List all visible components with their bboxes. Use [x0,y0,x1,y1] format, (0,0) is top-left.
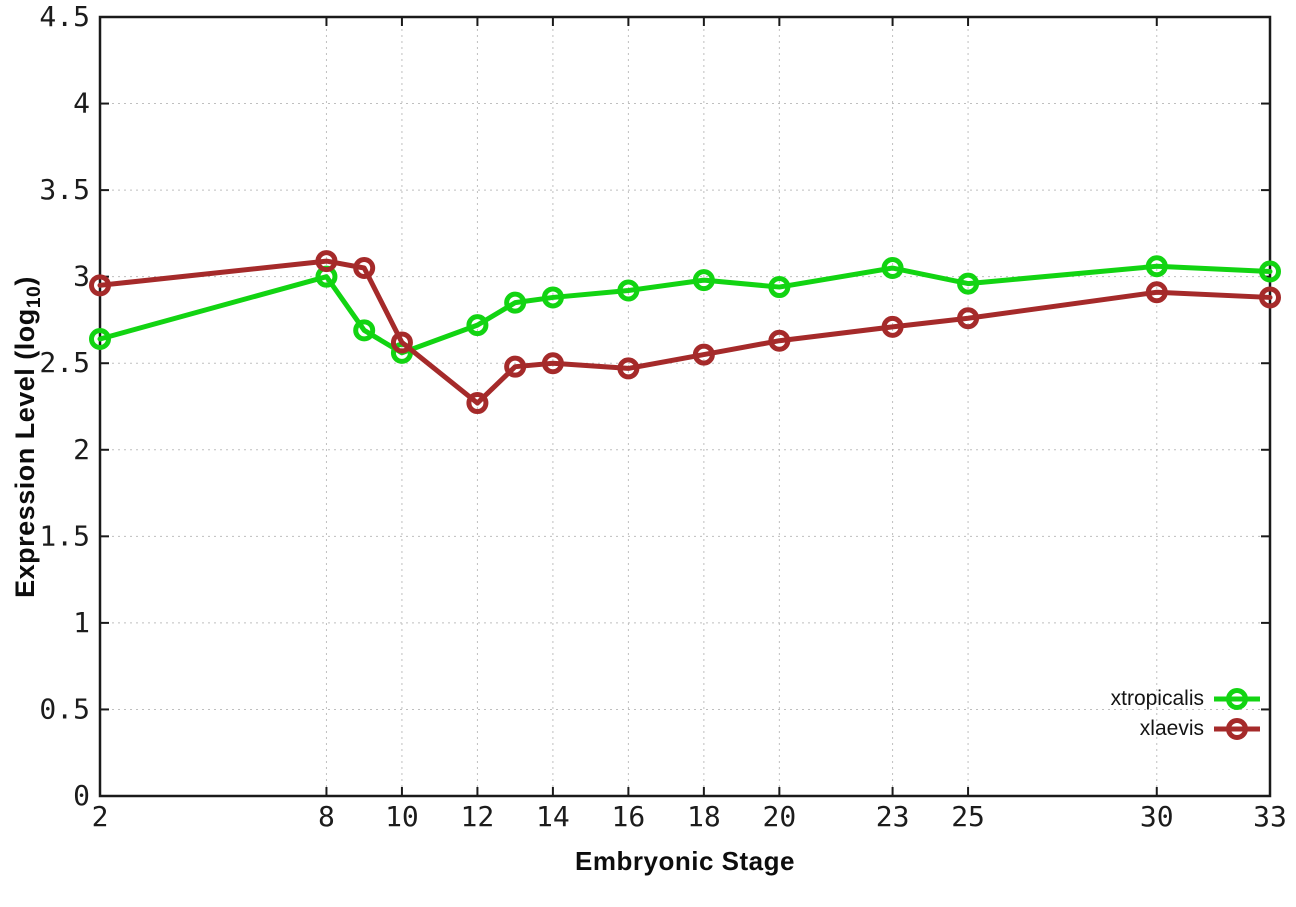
svg-text:33: 33 [1253,800,1287,833]
legend-sample-line-icon [1214,688,1260,710]
y-axis-title: Expression Level (log10) [10,276,46,598]
legend-item-xlaevis: xlaevis [1111,716,1260,742]
y-axis-title-text: Expression Level (log [9,308,40,598]
y-axis-title-subscript: 10 [23,285,46,309]
svg-text:10: 10 [385,800,419,833]
svg-text:0: 0 [73,779,90,812]
svg-text:12: 12 [461,800,495,833]
x-axis-title: Embryonic Stage [575,846,795,876]
svg-text:18: 18 [687,800,721,833]
svg-text:2: 2 [73,433,90,466]
svg-text:1: 1 [73,606,90,639]
svg-text:0.5: 0.5 [39,692,90,725]
legend-label-xtropicalis: xtropicalis [1110,687,1204,710]
svg-text:23: 23 [876,800,910,833]
svg-text:3: 3 [73,260,90,293]
svg-text:3.5: 3.5 [39,173,90,206]
svg-text:8: 8 [318,800,335,833]
legend: xtropicalis xlaevis [1111,686,1260,742]
legend-item-xtropicalis: xtropicalis [1111,686,1260,712]
y-axis-title-close-paren: ) [9,276,40,286]
svg-text:25: 25 [951,800,985,833]
legend-label-xlaevis: xlaevis [1139,717,1204,740]
svg-text:2: 2 [92,800,109,833]
svg-text:4: 4 [73,87,90,120]
svg-text:1.5: 1.5 [39,519,90,552]
svg-text:4.5: 4.5 [39,0,90,33]
svg-text:30: 30 [1140,800,1174,833]
svg-text:14: 14 [536,800,570,833]
svg-text:2.5: 2.5 [39,346,90,379]
svg-text:16: 16 [612,800,646,833]
legend-sample-line-icon [1214,718,1260,740]
svg-text:20: 20 [762,800,796,833]
